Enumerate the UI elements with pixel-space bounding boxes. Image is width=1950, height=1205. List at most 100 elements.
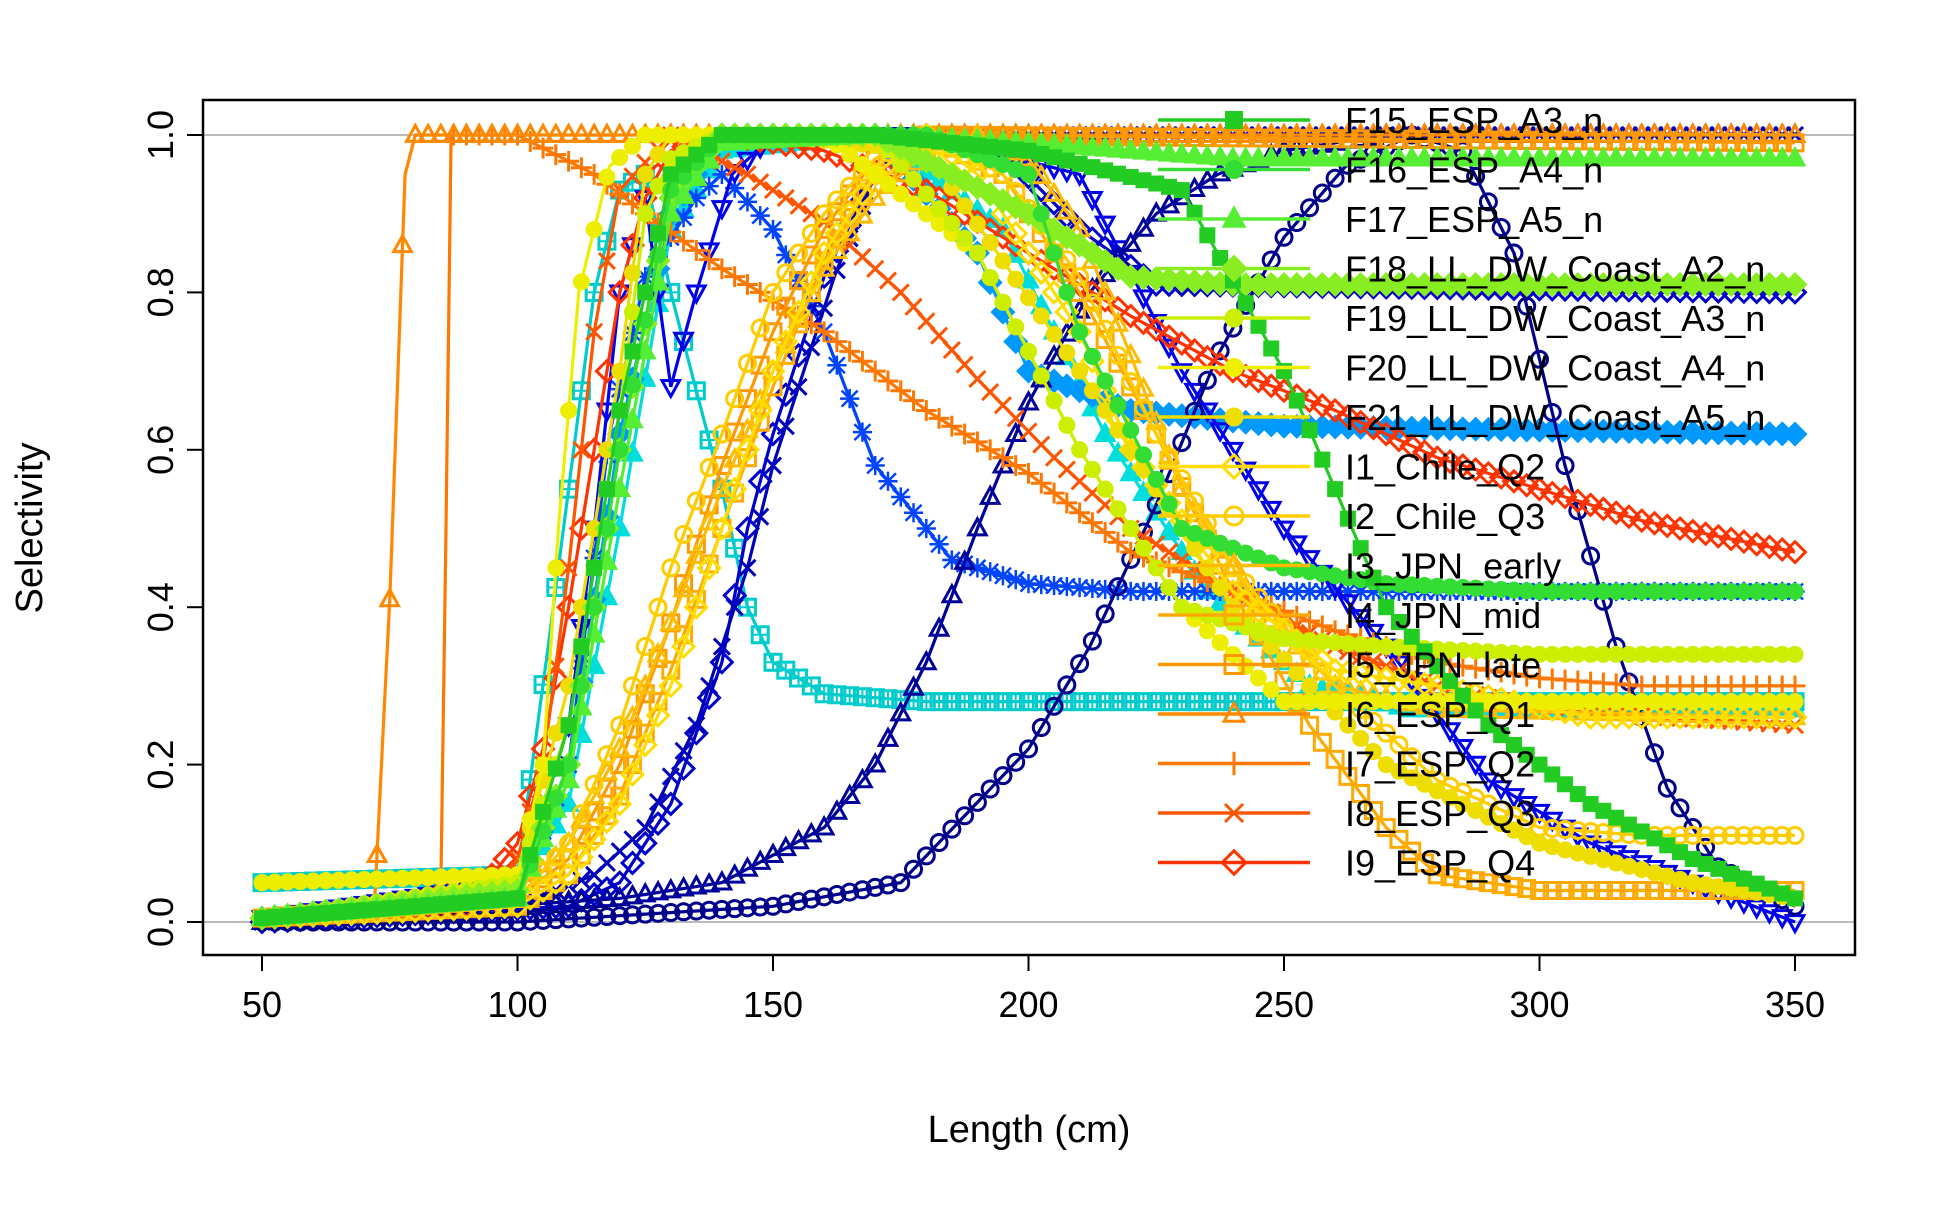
data-point (1004, 421, 1028, 442)
data-point (1071, 323, 1089, 341)
data-point (994, 140, 1011, 157)
data-point (621, 883, 644, 905)
data-point (1068, 134, 1091, 155)
data-point (1070, 577, 1090, 598)
data-point (509, 890, 526, 907)
data-point (356, 902, 373, 919)
series-F18_LL_DW_Coast_A2_n (249, 122, 1808, 931)
data-point (611, 402, 628, 419)
data-point (1274, 581, 1294, 602)
data-point (940, 582, 964, 604)
data-point (776, 245, 796, 265)
data-point (635, 267, 655, 287)
data-point (1301, 422, 1318, 439)
data-point (1782, 421, 1808, 447)
data-point (1415, 853, 1435, 873)
data-point (1003, 220, 1029, 246)
data-point (1376, 818, 1396, 838)
data-point (1157, 442, 1181, 464)
data-point (455, 122, 478, 143)
data-point (586, 559, 603, 576)
data-point (815, 299, 834, 318)
data-point (1071, 362, 1089, 380)
data-point (1135, 172, 1152, 189)
data-point (827, 190, 847, 210)
data-point (1620, 816, 1637, 833)
data-point (712, 164, 732, 184)
data-point (1604, 145, 1628, 167)
legend-swatch-marker (1221, 205, 1247, 228)
data-point (700, 676, 719, 695)
data-point (802, 338, 821, 357)
series-I7_ESP_Q2 (251, 124, 1806, 929)
data-point (1633, 823, 1650, 840)
data-point (1133, 398, 1153, 418)
legend-label: I5_JPN_late (1345, 645, 1541, 686)
data-point (1184, 566, 1205, 588)
data-point (1552, 484, 1578, 510)
data-point (712, 637, 731, 656)
data-point (1046, 149, 1063, 166)
data-point (1070, 267, 1090, 287)
data-point (1668, 145, 1692, 167)
legend-item: F17_ESP_A5_n (1158, 199, 1603, 240)
legend-label: F16_ESP_A4_n (1345, 150, 1603, 191)
data-point (648, 597, 668, 617)
data-point (1403, 628, 1420, 645)
data-point (659, 378, 683, 400)
data-point (889, 161, 913, 183)
data-point (761, 358, 785, 379)
y-tick-label: 0.0 (140, 897, 181, 947)
data-point (674, 902, 694, 922)
data-point (572, 273, 590, 291)
data-point (621, 407, 644, 429)
data-point (1312, 732, 1332, 752)
data-point (928, 407, 950, 429)
data-point (1770, 145, 1794, 167)
data-point (1413, 145, 1436, 167)
data-point (1452, 655, 1474, 677)
data-point (1258, 373, 1284, 399)
data-point (635, 904, 655, 924)
data-point (1429, 658, 1446, 675)
data-point (1514, 472, 1540, 498)
data-point (699, 458, 719, 478)
data-point (1109, 500, 1127, 518)
data-point (1402, 841, 1422, 861)
data-point (1364, 742, 1382, 760)
data-point (1146, 581, 1166, 602)
data-point (1360, 415, 1386, 441)
data-point (1058, 344, 1076, 362)
legend-swatch-marker (1221, 700, 1247, 723)
data-point (814, 887, 834, 907)
data-point (1160, 579, 1178, 597)
series-unlabeled-19 (249, 122, 1808, 935)
data-point (1272, 145, 1296, 167)
data-point (608, 885, 632, 907)
data-point (1440, 867, 1460, 887)
data-point (368, 901, 385, 918)
data-point (672, 331, 695, 353)
legend-swatch-marker (1223, 604, 1245, 626)
data-point (698, 249, 720, 271)
data-point (1467, 702, 1484, 719)
data-point (559, 909, 579, 929)
legend-item: F16_ESP_A4_n (1158, 150, 1603, 191)
data-point (1670, 825, 1690, 845)
data-point (391, 232, 414, 254)
data-point (582, 887, 606, 908)
data-point (1276, 363, 1292, 380)
data-point (852, 422, 873, 442)
data-point (1362, 145, 1385, 167)
data-point (1093, 279, 1117, 301)
data-point (1464, 755, 1487, 777)
data-point (1081, 191, 1104, 212)
data-point (1300, 198, 1320, 218)
data-point (981, 234, 999, 252)
data-point (1463, 456, 1489, 482)
data-point (1363, 711, 1383, 731)
data-point (1581, 546, 1601, 566)
data-point (1272, 520, 1296, 542)
data-point (967, 792, 987, 812)
data-point (801, 223, 821, 243)
